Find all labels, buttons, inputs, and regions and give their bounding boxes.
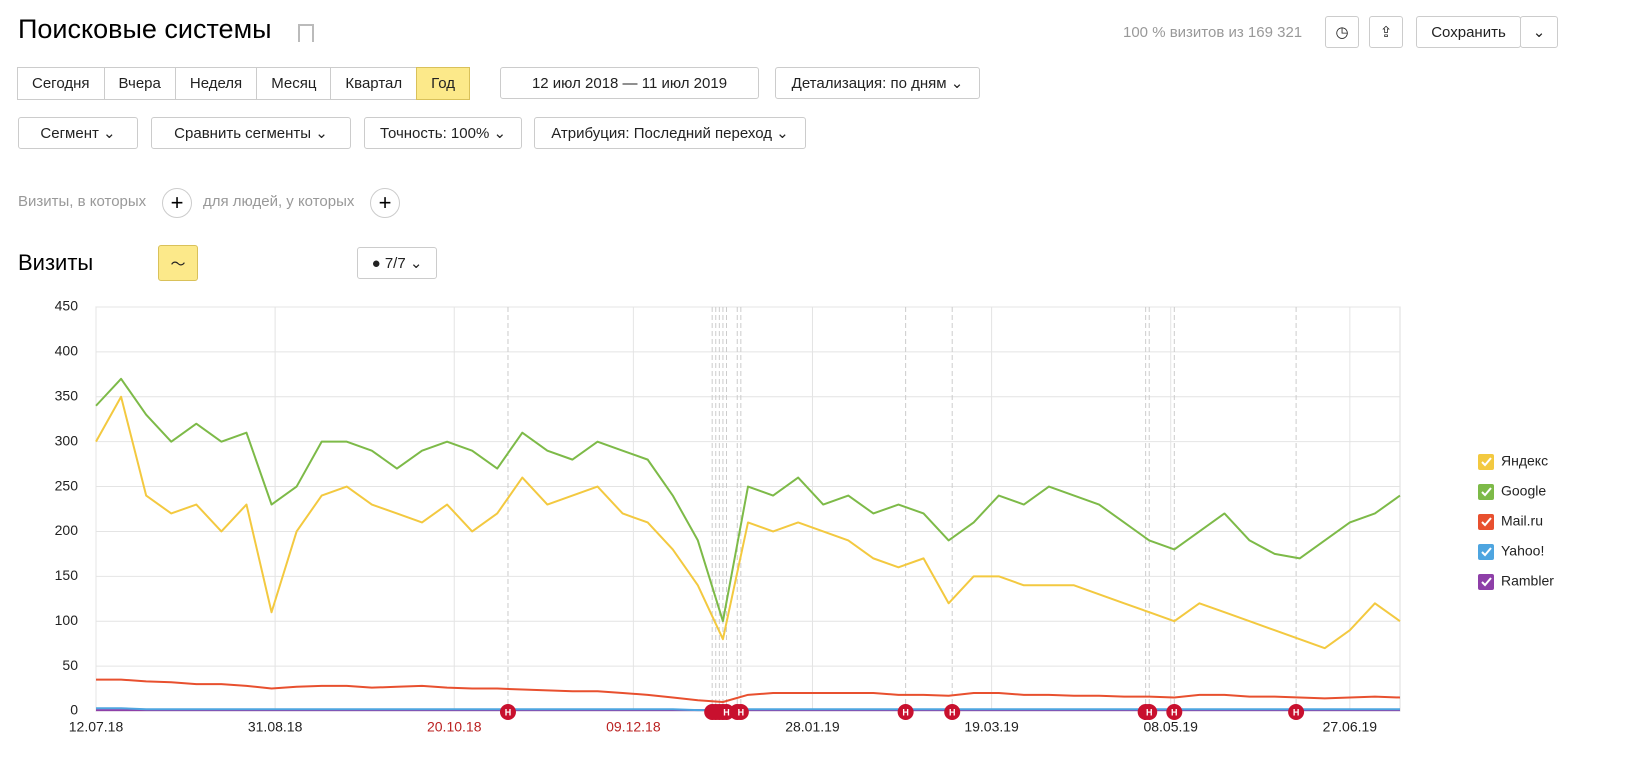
date-range[interactable]: 12 июл 2018 — 11 июл 2019 [500,67,759,99]
holiday-label: Н [723,707,730,717]
save-menu[interactable]: ⌄ [1520,16,1558,48]
filter-text: Сравнить сегменты [174,124,312,142]
legend-checkbox [1478,544,1494,560]
save-button[interactable]: Сохранить [1416,16,1521,48]
accuracy-button[interactable]: Точность: 100% ⌄ [364,117,522,149]
holiday-marker [1288,704,1305,720]
y-tick-label: 100 [55,612,79,628]
section-title: Визиты [18,250,94,275]
legend-check [1481,517,1492,527]
condition-text: Визиты, в которых [18,193,147,210]
period-button[interactable]: Вчера [103,67,176,100]
period-group: Сегодня Вчера Неделя Месяц Квартал Год [17,67,471,100]
condition-text: для людей, у которых [203,193,355,210]
x-tick-label: 31.08.18 [248,719,303,735]
bookmark-icon[interactable] [298,24,314,42]
detail-text: Детализация: по дням [791,74,947,92]
x-tick-label: 19.03.19 [964,719,1019,735]
legend-check [1481,577,1492,587]
annotations-count: 7/7 [384,254,406,272]
filter-text: Сегмент [40,124,99,142]
y-tick-label: 400 [55,343,79,359]
period-button[interactable]: Месяц [256,67,332,100]
history-button[interactable]: ◷ [1325,16,1359,48]
holiday-label: Н [738,707,745,717]
legend-label: Яндекс [1501,453,1548,469]
holiday-label: Н [1146,707,1153,717]
export-button[interactable]: ⇪ [1369,16,1403,48]
period-button[interactable]: Неделя [174,67,258,100]
attribution-button[interactable]: Атрибуция: Последний переход ⌄ [534,117,806,149]
filter-text: Атрибуция: Последний переход [551,124,772,142]
series-line [95,377,1401,623]
legend-check [1481,457,1492,467]
holiday-marker [732,704,749,720]
x-tick-label: 12.07.18 [69,719,124,735]
period-button[interactable]: Квартал [330,67,418,100]
legend-label: Rambler [1501,573,1554,589]
x-tick-label: 27.06.19 [1323,719,1378,735]
x-tick-label: 20.10.18 [427,719,482,735]
y-tick-label: 450 [55,298,79,314]
y-tick-label: 150 [55,567,79,583]
date-range-text: 12 июл 2018 — 11 июл 2019 [531,74,728,92]
period-button[interactable]: Сегодня [17,67,105,100]
holiday-label: Н [902,707,909,717]
legend-checkbox [1478,514,1494,530]
holiday-marker [499,704,516,720]
legend-check [1481,547,1492,557]
holiday-label: Н [1171,707,1178,717]
plot-frame [95,306,1401,712]
legend-check [1481,487,1492,497]
share-text: 100 % визитов из 169 321 [1123,24,1303,41]
x-tick-label: 08.05.19 [1143,719,1198,735]
holiday-label: Н [1293,707,1300,717]
y-tick-label: 50 [62,657,78,673]
period-button[interactable]: Год [416,67,471,100]
y-tick-label: 250 [55,477,79,493]
y-tick-label: 350 [55,387,79,403]
line-chart-toggle[interactable]: 〜 [158,245,198,281]
compare-button[interactable]: Сравнить сегменты ⌄ [151,117,351,149]
holiday-marker [1166,704,1183,720]
holiday-label: Н [505,707,512,717]
filter-text: Точность: 100% [379,124,490,142]
segment-button[interactable]: Сегмент ⌄ [18,117,138,149]
add-condition[interactable]: + [370,188,400,218]
holiday-marker [897,704,914,720]
add-condition[interactable]: + [162,188,192,218]
series-line [95,395,1401,650]
legend-checkbox [1478,454,1494,470]
legend-label: Google [1501,483,1546,499]
legend-label: Yahoo! [1501,543,1544,559]
annotations-button[interactable]: ● 7/7 ⌄ [357,247,437,279]
y-tick-label: 300 [55,432,79,448]
x-tick-label: 09.12.18 [606,719,661,735]
series-line [96,678,1401,704]
detail-select[interactable]: Детализация: по дням ⌄ [775,67,980,99]
x-tick-label: 28.01.19 [785,719,840,735]
y-tick-label: 200 [55,522,79,538]
holiday-label: Н [949,707,956,717]
holiday-marker [1141,704,1158,720]
legend-label: Mail.ru [1501,513,1543,529]
legend-checkbox [1478,574,1494,590]
legend-checkbox [1478,484,1494,500]
page-title: Поисковые системы [18,14,272,44]
y-tick-label: 0 [70,702,78,718]
holiday-marker [944,704,961,720]
